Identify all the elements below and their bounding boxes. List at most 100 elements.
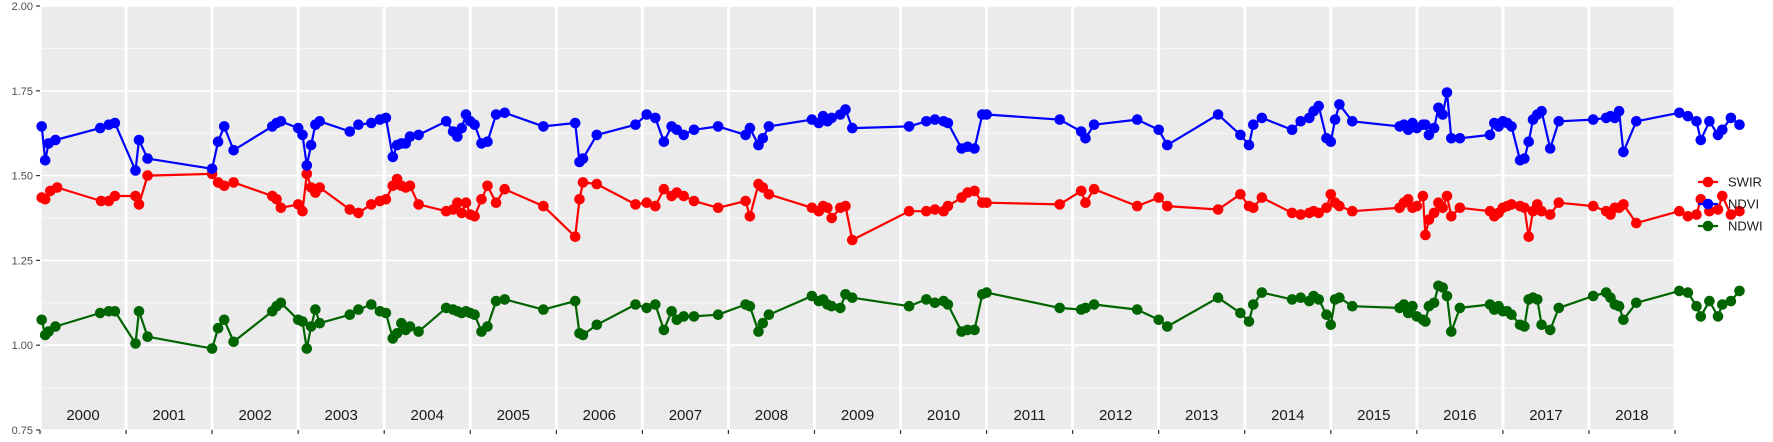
- data-point: [1587, 114, 1599, 125]
- data-point: [297, 316, 308, 327]
- data-point: [538, 304, 549, 315]
- data-point: [482, 321, 493, 332]
- data-point: [1712, 204, 1724, 215]
- data-point: [482, 180, 493, 192]
- data-point: [476, 194, 487, 205]
- data-point: [763, 121, 775, 132]
- data-point: [1256, 192, 1268, 203]
- data-point: [1613, 105, 1625, 117]
- data-point: [1131, 200, 1143, 212]
- data-point: [969, 324, 980, 336]
- data-point: [1532, 294, 1543, 305]
- data-point: [847, 292, 858, 304]
- data-point: [1153, 314, 1164, 326]
- data-point: [591, 319, 603, 331]
- data-point: [929, 114, 941, 125]
- data-point: [538, 200, 549, 212]
- data-point: [641, 302, 652, 314]
- data-point: [228, 336, 239, 348]
- data-point: [490, 109, 502, 120]
- data-point: [658, 136, 670, 147]
- data-point: [133, 134, 145, 146]
- data-point: [133, 199, 145, 210]
- data-point: [921, 205, 932, 217]
- data-point: [1295, 209, 1306, 220]
- data-point: [301, 160, 313, 171]
- data-point: [1313, 207, 1324, 219]
- data-point: [1334, 99, 1345, 110]
- data-point: [630, 119, 641, 130]
- data-point: [1420, 229, 1431, 241]
- data-point: [1162, 200, 1173, 212]
- data-point: [109, 190, 121, 202]
- data-point: [271, 194, 282, 205]
- data-point: [1618, 146, 1629, 158]
- data-point: [757, 182, 769, 193]
- data-point: [840, 104, 851, 115]
- data-point: [678, 190, 689, 202]
- legend-item-ndvi: NDVI: [1698, 197, 1759, 212]
- data-point: [1325, 136, 1337, 147]
- data-point: [404, 321, 416, 332]
- data-point: [1618, 199, 1629, 210]
- data-point: [391, 328, 403, 339]
- data-point: [1725, 295, 1737, 307]
- data-point: [763, 189, 775, 200]
- data-point: [826, 212, 837, 224]
- data-point: [929, 297, 941, 309]
- data-point: [658, 324, 670, 336]
- data-point: [929, 204, 941, 215]
- data-point: [36, 121, 47, 132]
- data-point: [490, 197, 502, 208]
- data-point: [387, 151, 399, 163]
- year-label: 2006: [583, 407, 616, 424]
- data-point: [1080, 133, 1091, 144]
- data-point: [1613, 300, 1625, 312]
- data-point: [1674, 107, 1685, 119]
- data-point: [1235, 307, 1246, 319]
- legend-item-ndwi: NDWI: [1698, 219, 1763, 234]
- data-point: [1235, 189, 1246, 200]
- data-point: [650, 200, 661, 212]
- data-point: [440, 116, 452, 127]
- year-label: 2002: [238, 407, 271, 424]
- data-point: [1682, 211, 1694, 222]
- data-point: [1334, 200, 1345, 212]
- data-point: [50, 321, 61, 332]
- data-point: [1691, 116, 1702, 127]
- data-point: [942, 299, 954, 310]
- data-point: [1080, 197, 1091, 208]
- data-point: [1506, 121, 1517, 132]
- data-point: [301, 343, 313, 354]
- data-point: [903, 121, 915, 132]
- data-point: [942, 200, 954, 212]
- data-point: [1347, 116, 1358, 127]
- data-point: [469, 309, 480, 321]
- data-point: [903, 300, 915, 312]
- data-point: [981, 197, 992, 208]
- data-point: [740, 195, 751, 207]
- data-point: [456, 122, 468, 134]
- data-point: [1441, 290, 1453, 302]
- data-point: [36, 314, 47, 326]
- data-point: [1734, 119, 1745, 130]
- data-point: [228, 144, 239, 156]
- data-point: [1536, 105, 1547, 117]
- data-point: [212, 136, 224, 147]
- data-point: [903, 205, 915, 217]
- data-point: [569, 295, 581, 307]
- data-point: [921, 116, 932, 127]
- data-point: [305, 139, 317, 151]
- data-point: [380, 307, 392, 319]
- data-point: [1321, 202, 1332, 214]
- data-point: [344, 309, 356, 321]
- data-point: [1420, 119, 1431, 130]
- data-point: [591, 178, 603, 190]
- data-point: [404, 180, 416, 192]
- data-point: [218, 314, 230, 326]
- data-point: [275, 202, 287, 214]
- data-point: [1725, 209, 1737, 220]
- legend-item-swir: SWIR: [1698, 175, 1762, 190]
- data-point: [1325, 319, 1337, 331]
